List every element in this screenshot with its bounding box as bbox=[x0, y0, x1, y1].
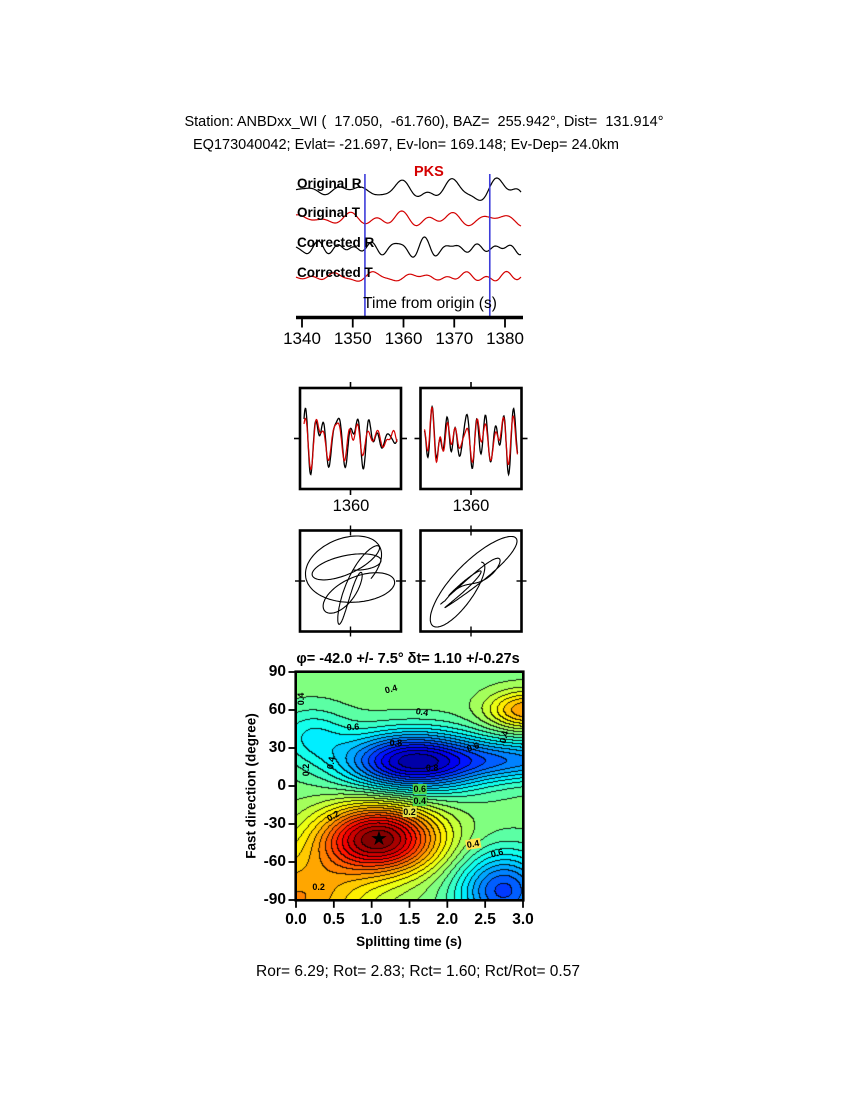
contour-label: 0.2 bbox=[402, 807, 417, 818]
misfit-ytick-label: -30 bbox=[263, 815, 286, 832]
time-axis-tick-label: 1340 bbox=[283, 329, 321, 348]
trace-label-original-t: Original T bbox=[297, 205, 361, 220]
misfit-xtick-label: 2.0 bbox=[436, 911, 459, 928]
contour-label: 0.4 bbox=[414, 705, 430, 718]
misfit-xtick-label: 0.5 bbox=[323, 911, 345, 928]
particle-box-0 bbox=[298, 529, 403, 633]
misfit-xtick-label: 2.5 bbox=[474, 911, 496, 928]
misfit-xlabel: Splitting time (s) bbox=[356, 934, 462, 949]
station-info-line: Station: ANBDxx_WI ( 17.050, -61.760), B… bbox=[184, 114, 664, 130]
contour-label: 0.2 bbox=[301, 763, 312, 777]
time-axis-tick-label: 1350 bbox=[333, 329, 372, 348]
comparison-xtick-right: 1360 bbox=[452, 497, 490, 515]
comparison-box-1 bbox=[419, 386, 523, 491]
best-solution-star-icon: ★ bbox=[370, 828, 388, 850]
comparison-trace-0-1 bbox=[303, 417, 398, 471]
contour-label: 0.4 bbox=[295, 693, 306, 706]
phase-label: PKS bbox=[414, 164, 444, 180]
misfit-xtick-label: 1.0 bbox=[360, 911, 383, 928]
misfit-xtick-label: 0.0 bbox=[285, 911, 307, 928]
time-axis-label: Time from origin (s) bbox=[363, 295, 497, 312]
misfit-ytick-label: 30 bbox=[268, 739, 286, 756]
particle-motion-curve-1 bbox=[429, 535, 518, 628]
contour-label: 0.6 bbox=[346, 721, 360, 733]
comparison-trace-1-1 bbox=[423, 406, 519, 466]
contour-label: 0.8 bbox=[389, 737, 403, 748]
time-axis-tick-label: 1370 bbox=[435, 329, 474, 348]
particle-box-1 bbox=[419, 529, 523, 633]
results-line: Ror= 6.29; Rot= 2.83; Rct= 1.60; Rct/Rot… bbox=[256, 963, 580, 980]
contour-label: 0.2 bbox=[312, 882, 325, 893]
contour-label: 0.8 bbox=[425, 762, 439, 773]
misfit-xtick-label: 3.0 bbox=[512, 911, 534, 928]
contour-label: 0.4 bbox=[412, 795, 427, 806]
misfit-ytick-label: -60 bbox=[263, 853, 286, 870]
particle-motion-curve-0 bbox=[304, 535, 396, 625]
misfit-ytick-label: 90 bbox=[268, 663, 286, 680]
event-info-line: EQ173040042; Evlat= -21.697, Ev-lon= 169… bbox=[192, 137, 620, 153]
trace-label-original-r: Original R bbox=[297, 176, 362, 191]
comparison-trace-1-0 bbox=[423, 404, 519, 477]
time-axis-tick-label: 1360 bbox=[384, 329, 423, 348]
comparison-box-0 bbox=[298, 386, 403, 491]
misfit-title: φ= -42.0 +/- 7.5° δt= 1.10 +/-0.27s bbox=[296, 651, 520, 667]
misfit-ytick-label: -90 bbox=[263, 891, 286, 908]
trace-label-corrected-r: Corrected R bbox=[297, 235, 375, 250]
misfit-ytick-label: 60 bbox=[268, 701, 286, 718]
contour-label: 0.6 bbox=[412, 784, 427, 795]
time-axis-tick-label: 1380 bbox=[486, 329, 524, 348]
misfit-contour-canvas bbox=[296, 672, 523, 900]
misfit-ytick-label: 0 bbox=[277, 777, 286, 794]
comparison-xtick-left: 1360 bbox=[332, 497, 370, 515]
comparison-trace-0-0 bbox=[303, 407, 398, 476]
trace-label-corrected-t: Corrected T bbox=[297, 265, 373, 280]
misfit-xtick-label: 1.5 bbox=[398, 911, 421, 928]
